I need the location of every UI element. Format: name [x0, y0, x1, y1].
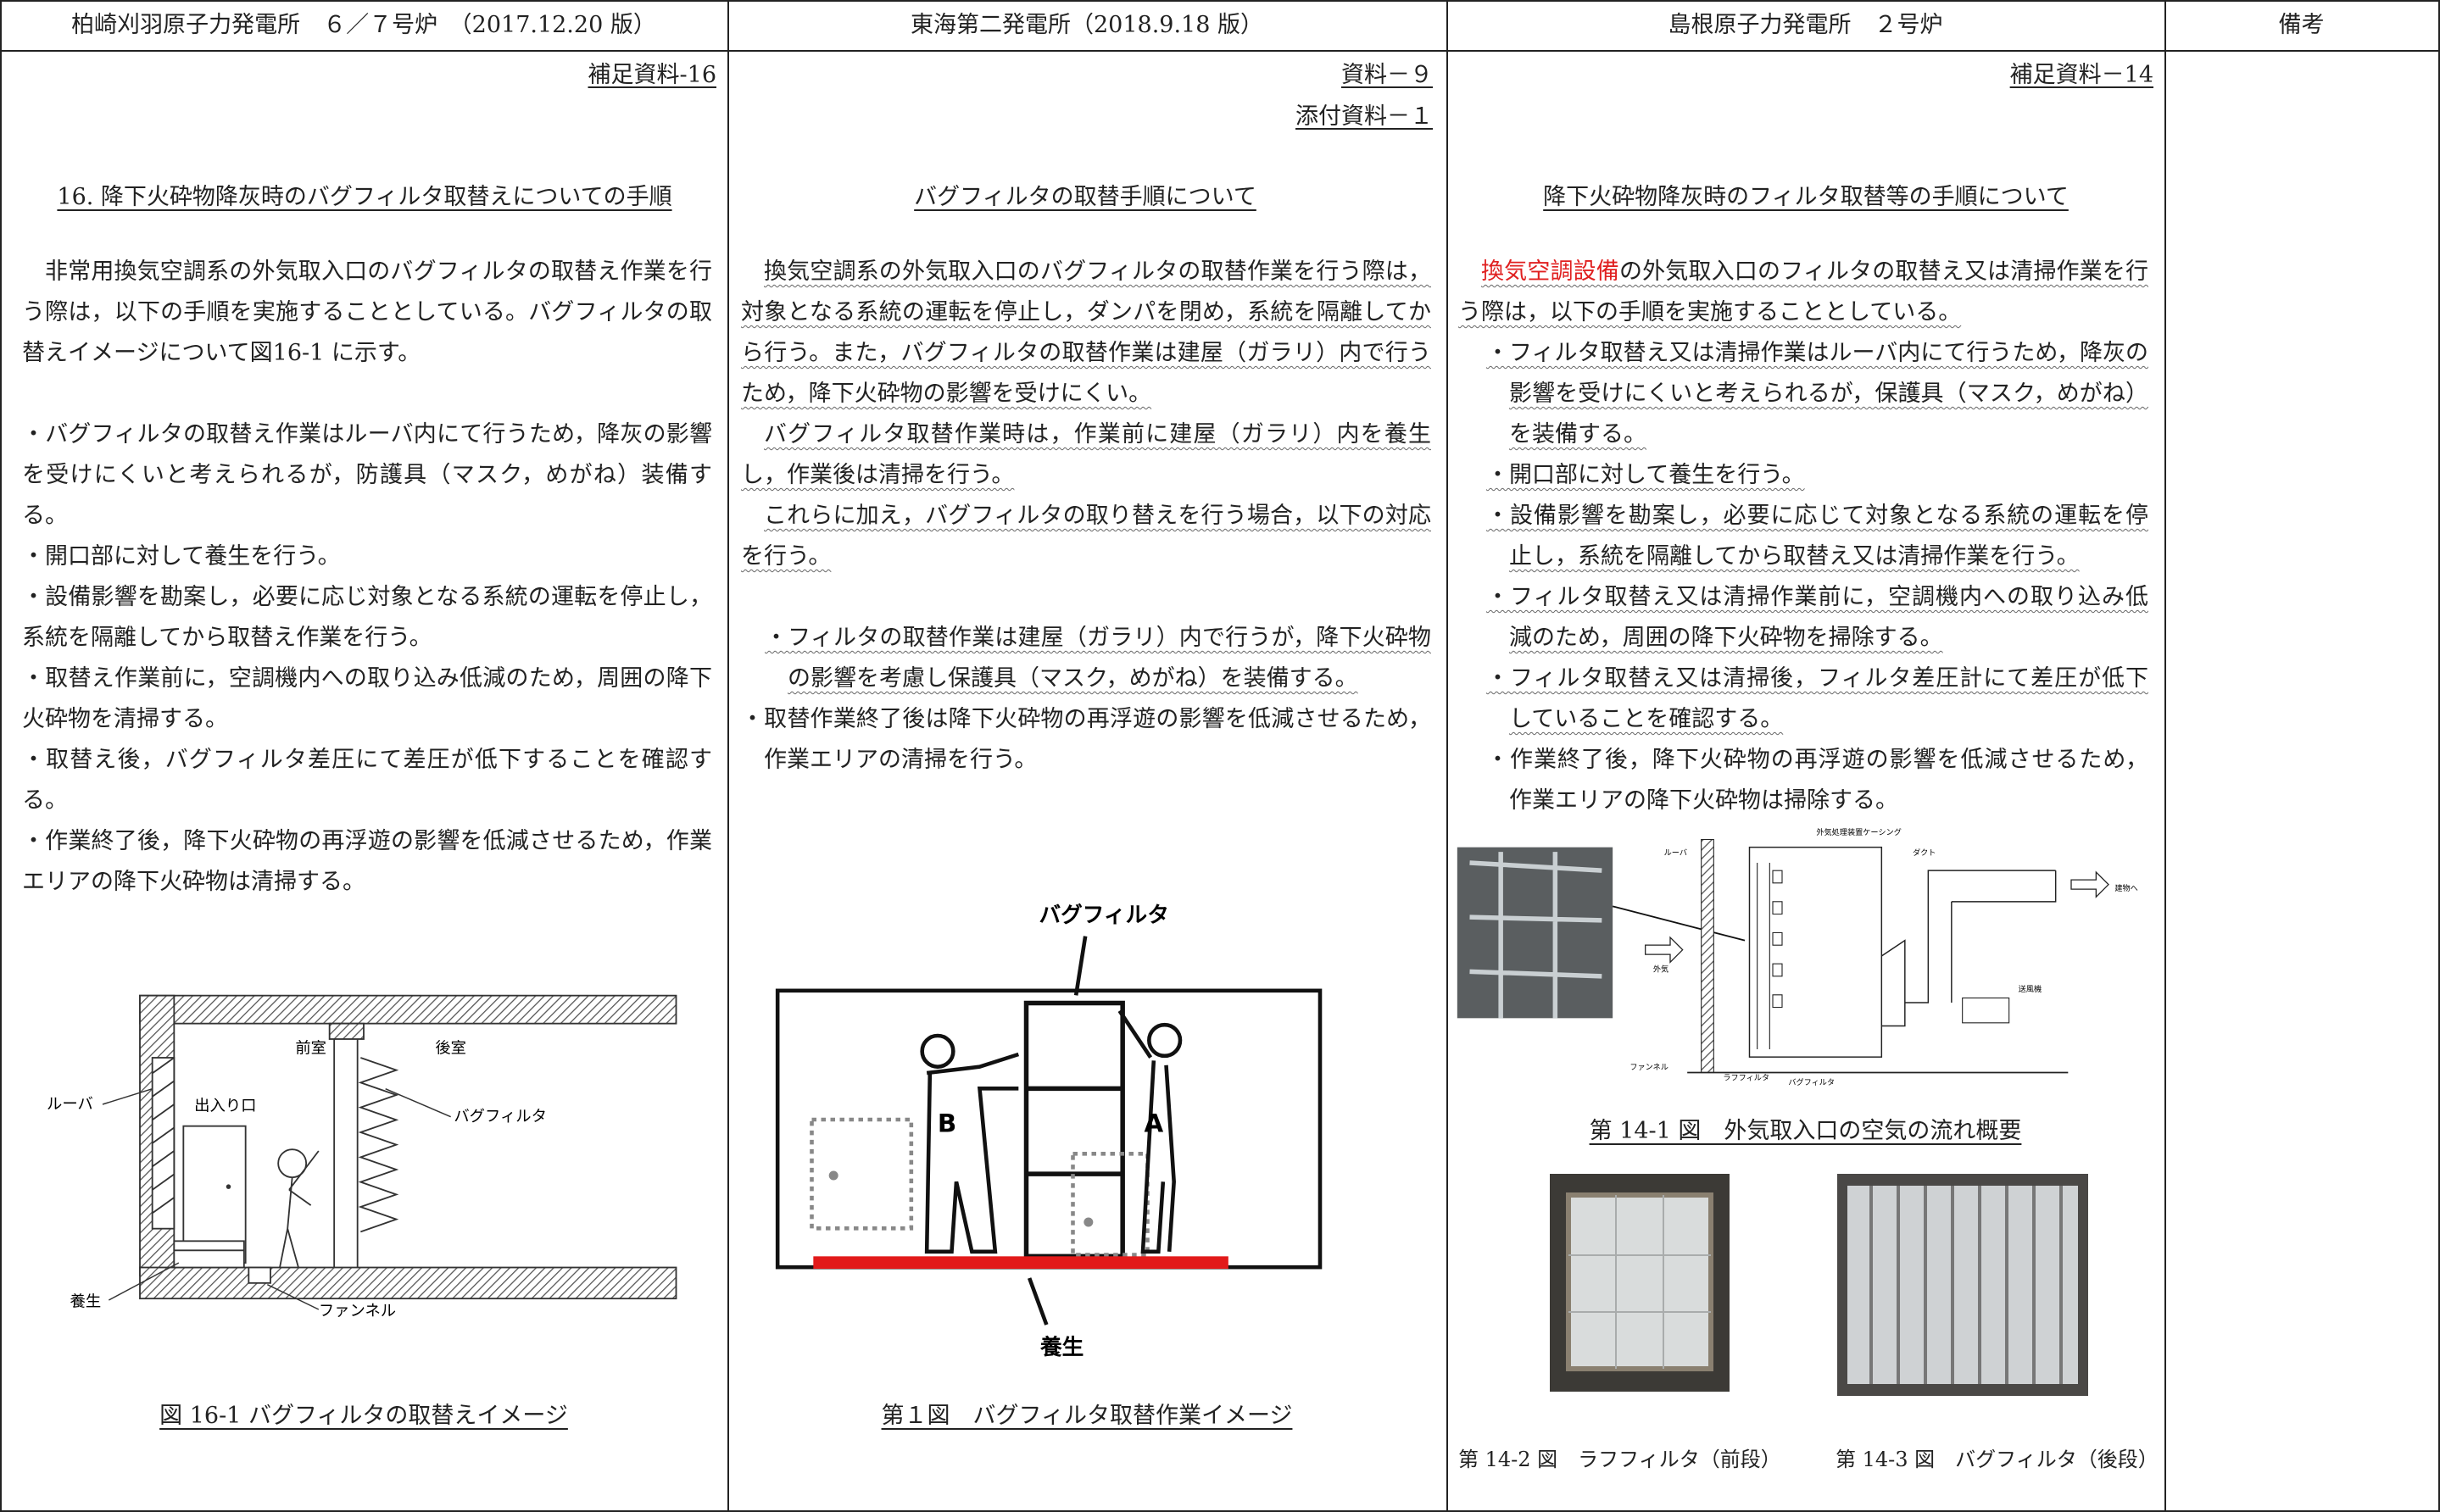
text: の外気取入口のフィルタの取替え又は清掃作業を行う際は，以下の手順を実施することと… — [1458, 258, 2149, 325]
paragraph: 換気空調設備の外気取入口のフィルタの取替え又は清掃作業を行う際は，以下の手順を実… — [1458, 252, 2148, 333]
paragraph: これらに加え，バグフィルタの取り替えを行う場合，以下の対応を行う。 — [741, 503, 1431, 570]
figure-label: ファンネル — [319, 1302, 396, 1320]
bullet: ・設備影響を勘案し，必要に応じ対象となる系統の運転を停止し，系統を隔離してから取… — [22, 584, 712, 651]
figure-label: ラフフィルタ — [1723, 1074, 1769, 1083]
table-border — [0, 0, 2440, 2]
table-border — [0, 0, 2, 1512]
figure-label: 養生 — [70, 1292, 102, 1310]
figure-label: A — [1144, 1109, 1163, 1138]
table-border — [727, 0, 729, 1512]
paragraph: バグフィルタ取替作業時は，作業前に建屋（ガラリ）内を養生し，作業後は清掃を行う。 — [741, 421, 1431, 488]
figure-label: 後室 — [435, 1040, 466, 1058]
figure-caption: 図 16-1 バグフィルタの取替えイメージ — [159, 1403, 568, 1429]
column-header: 島根原子力発電所 ２号炉 — [1668, 12, 1943, 38]
bullet: ・フィルタ取替え又は清掃作業前に，空調機内への取り込み低減のため，周囲の降下火砕… — [1486, 584, 2148, 651]
figure-caption: 第 14-1 図 外気取入口の空気の流れ概要 — [1589, 1118, 2022, 1144]
bullet: ・作業終了後，降下火砕物の再浮遊の影響を低減させるため，作業エリアの降下火砕物は… — [1486, 747, 2148, 814]
bullet: ・取替え作業前に，空調機内への取り込み低減のため，周囲の降下火砕物を清掃する。 — [22, 665, 712, 732]
figure-caption: 第１図 バグフィルタ取替作業イメージ — [881, 1403, 1293, 1429]
highlight: 換気空調設備 — [1481, 258, 1619, 285]
photo-bag-filter — [1837, 1174, 2088, 1396]
bullet: ・開口部に対して養生を行う。 — [22, 543, 341, 570]
table-border — [2438, 0, 2440, 1512]
bullet: ・設備影響を勘案し，必要に応じて対象となる系統の運転を停止し，系統を隔離してから… — [1486, 503, 2148, 570]
bullet: ・作業終了後，降下火砕物の再浮遊の影響を低減させるため，作業エリアの降下火砕物は… — [22, 828, 712, 895]
section-title: 降下火砕物降灰時のフィルタ取替等の手順について — [1543, 184, 2069, 210]
figure-label: 外気 — [1653, 964, 1668, 974]
reference: 補足資料-16 — [588, 62, 716, 88]
figure-label: 出入り口 — [194, 1097, 256, 1115]
photo-rough-filter — [1550, 1174, 1730, 1392]
reference: 資料－９ — [1341, 62, 1433, 88]
text-block: 換気空調設備の外気取入口のフィルタの取替え又は清掃作業を行う際は，以下の手順を実… — [1458, 252, 2148, 821]
figure-label: B — [938, 1109, 956, 1138]
figure-label: 養生 — [1039, 1335, 1084, 1360]
table-border — [1446, 0, 1448, 1512]
table-border — [0, 1510, 2440, 1512]
table-border — [2164, 0, 2166, 1512]
table-border — [0, 50, 2440, 52]
bullet: ・フィルタ取替え又は清掃作業はルーバ内にて行うため，降灰の影響を受けにくいと考え… — [1486, 340, 2148, 447]
figure-label: ダクト — [1913, 848, 1936, 858]
bullet: ・フィルタの取替作業は建屋（ガラリ）内で行うが，降下火砕物の影響を考慮し保護具（… — [765, 625, 1431, 692]
text-block: 換気空調系の外気取入口のバグフィルタの取替作業を行う際は，対象となる系統の運転を… — [741, 252, 1431, 781]
figure-label: ルーバ — [1664, 848, 1687, 858]
figure-label: ルーバ — [47, 1096, 93, 1114]
photo-caption: 第 14-3 図 バグフィルタ（後段） — [1836, 1448, 2159, 1471]
figure-label: 送風機 — [2019, 984, 2042, 994]
section-title: 16. 降下火砕物降灰時のバグフィルタ取替えについての手順 — [57, 184, 672, 210]
figure-room: 前室 後室 ルーバ 出入り口 バグフィルタ 養生 ファンネル — [47, 994, 677, 1320]
bullet: ・バグフィルタの取替え作業はルーバ内にて行うため，降灰の影響を受けにくいと考えら… — [22, 421, 712, 529]
section-title: バグフィルタの取替手順について — [914, 184, 1256, 210]
paragraph: 換気空調系の外気取入口のバグフィルタの取替作業を行う際は，対象となる系統の運転を… — [741, 258, 1431, 407]
figure-work: バグフィルタ B A 養生 — [775, 903, 1323, 1360]
bullet: ・取替え後，バグフィルタ差圧にて差圧が低下することを確認する。 — [22, 747, 712, 814]
text-block: 非常用換気空調系の外気取入口のバグフィルタの取替え作業を行う際は，以下の手順を実… — [22, 252, 712, 903]
bullet: ・フィルタ取替え又は清掃後，フィルタ差圧計にて差圧が低下していることを確認する。 — [1486, 665, 2148, 732]
figure-label: ファンネル — [1629, 1063, 1668, 1072]
figure-airflow: 外気処理装置ケーシング ダクト ルーバ 建物へ 外気 送風機 ファンネル ラフフ… — [1457, 827, 2138, 1087]
bullet: ・開口部に対して養生を行う。 — [1486, 462, 1805, 488]
column-header: 東海第二発電所（2018.9.18 版） — [911, 12, 1263, 38]
paragraph: 非常用換気空調系の外気取入口のバグフィルタの取替え作業を行う際は，以下の手順を実… — [22, 258, 712, 366]
photo-caption: 第 14-2 図 ラフフィルタ（前段） — [1458, 1448, 1781, 1471]
figure-label: 前室 — [295, 1040, 326, 1058]
bullet: ・取替作業終了後は降下火砕物の再浮遊の影響を低減させるため，作業エリアの清掃を行… — [741, 706, 1431, 773]
reference: 添付資料－１ — [1295, 103, 1433, 130]
figure-label: バグフィルタ — [1788, 1077, 1835, 1087]
figure-label: 建物へ — [2114, 883, 2137, 893]
reference: 補足資料－14 — [2009, 62, 2153, 88]
column-header: 備考 — [2278, 12, 2325, 38]
figure-label: 外気処理装置ケーシング — [1816, 827, 1902, 837]
figure-label: バグフィルタ — [1039, 903, 1168, 928]
figure-label: バグフィルタ — [454, 1108, 547, 1126]
column-header: 柏崎刈羽原子力発電所 ６／７号炉 （2017.12.20 版） — [71, 12, 656, 38]
